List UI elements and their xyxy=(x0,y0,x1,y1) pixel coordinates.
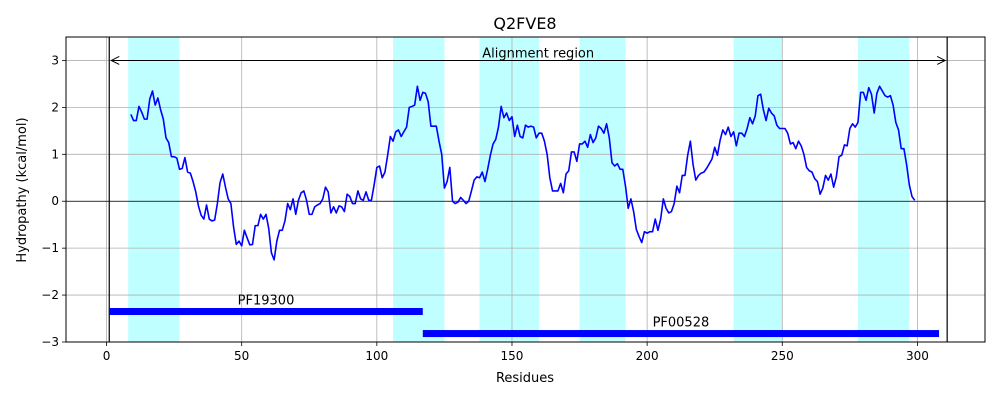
x-tick-label-0: 0 xyxy=(103,349,111,363)
x-tick-label-5: 250 xyxy=(771,349,794,363)
alignment-arrow-right-head xyxy=(936,56,947,65)
x-tick-label-1: 50 xyxy=(234,349,249,363)
y-tick-label-2: −1 xyxy=(41,241,59,255)
y-tick-label-4: 1 xyxy=(51,147,59,161)
axis-ticks: 0 50 100 150 200 250 300 −3 −2 −1 0 1 2 3 xyxy=(41,53,929,363)
y-tick-label-3: 0 xyxy=(51,194,59,208)
alignment-region: Alignment region xyxy=(108,37,948,342)
domain-label-pf00528: PF00528 xyxy=(653,316,710,331)
highlight-band-1 xyxy=(393,37,445,342)
highlight-band-3 xyxy=(579,37,626,342)
domain-label-pf19300: PF19300 xyxy=(238,294,295,309)
y-tick-label-5: 2 xyxy=(51,100,59,114)
domain-bar-pf19300 xyxy=(109,308,423,315)
hydropathy-line-0 xyxy=(130,85,916,261)
alignment-arrow-left-head xyxy=(110,56,120,65)
plot-frame xyxy=(65,36,986,343)
highlight-regions xyxy=(128,37,910,342)
alignment-region-label: Alignment region xyxy=(482,46,594,61)
y-tick-label-1: −2 xyxy=(41,288,59,302)
chart-title: Q2FVE8 xyxy=(493,14,556,33)
x-tick-label-3: 150 xyxy=(501,349,524,363)
y-axis-label: Hydropathy (kcal/mol) xyxy=(15,117,30,262)
x-axis-label: Residues xyxy=(496,371,554,386)
y-tick-label-0: −3 xyxy=(41,335,59,349)
y-tick-label-6: 3 xyxy=(51,53,59,67)
hydropathy-series xyxy=(130,85,916,261)
domain-bars: PF19300 PF00528 xyxy=(109,294,940,338)
x-tick-label-6: 300 xyxy=(906,349,929,363)
highlight-band-4 xyxy=(733,37,783,342)
highlight-band-0 xyxy=(128,37,180,342)
x-tick-label-4: 200 xyxy=(636,349,659,363)
x-tick-label-2: 100 xyxy=(365,349,388,363)
highlight-band-5 xyxy=(857,37,910,342)
domain-bar-pf00528 xyxy=(422,330,940,338)
highlight-band-2 xyxy=(479,37,540,342)
